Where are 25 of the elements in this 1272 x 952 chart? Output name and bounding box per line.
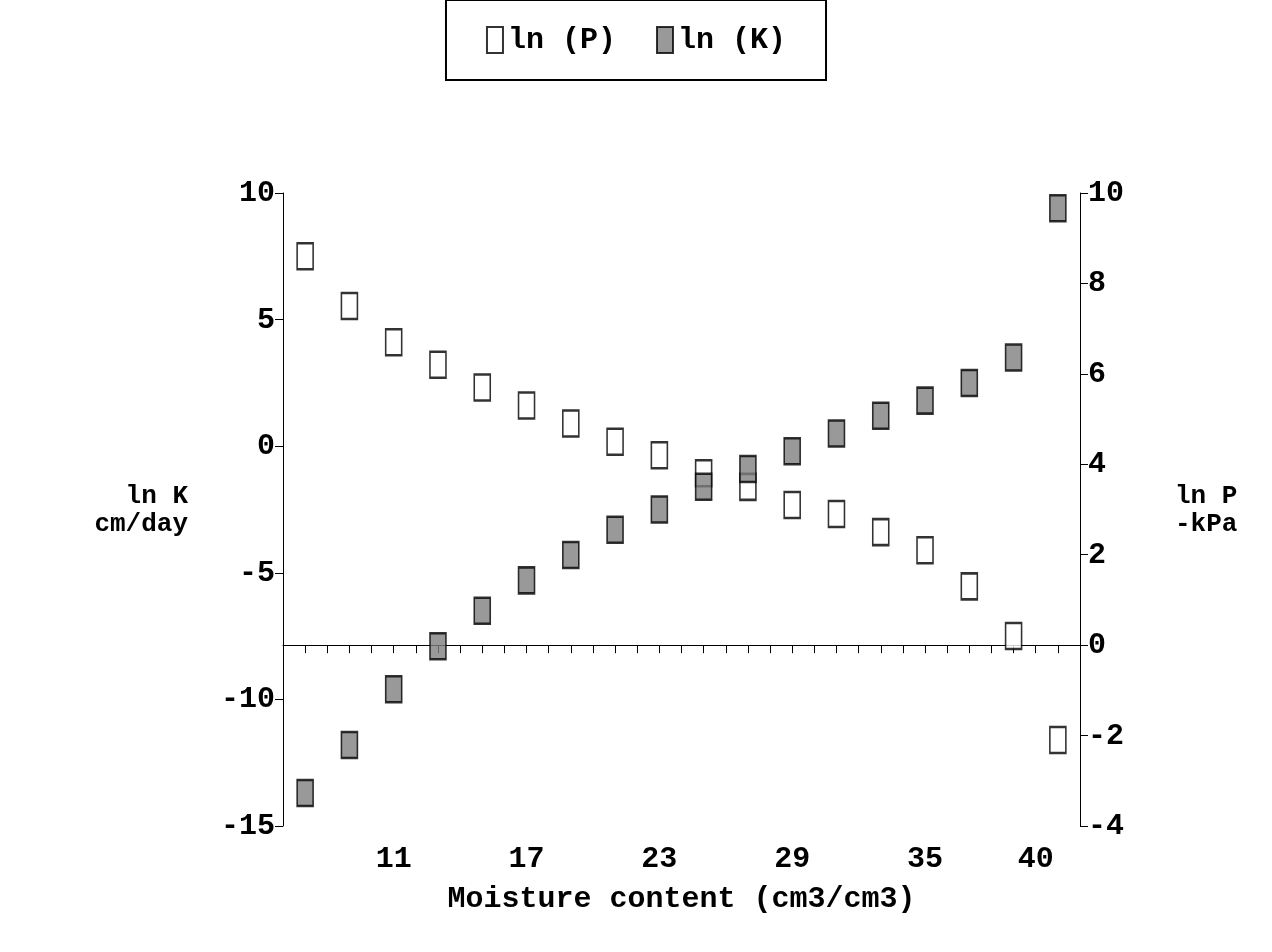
x-tick-label: 23 bbox=[641, 842, 678, 876]
x-tick-label: 40 bbox=[1017, 842, 1054, 876]
legend-label: ln (P) bbox=[507, 23, 617, 57]
y2-tick-label: 4 bbox=[1088, 447, 1107, 482]
y-tick-label: -10 bbox=[220, 682, 275, 717]
y2-tick-label: -2 bbox=[1088, 718, 1125, 753]
y2-tick-label: 0 bbox=[1088, 628, 1107, 663]
y2-tick-label: 6 bbox=[1088, 356, 1107, 391]
x-tick-label: 17 bbox=[508, 842, 545, 876]
x-tick-label: 11 bbox=[375, 842, 412, 876]
x-tick-label: 35 bbox=[907, 842, 944, 876]
y-tick-label: 5 bbox=[256, 302, 275, 337]
y-tick-label: 0 bbox=[256, 429, 275, 464]
y2-axis-title: ln P -kPa bbox=[1175, 480, 1238, 539]
y2-tick-label: -4 bbox=[1088, 809, 1125, 843]
x-tick-label: 29 bbox=[774, 842, 811, 876]
y-tick-label: -5 bbox=[238, 555, 275, 590]
legend-label: ln (K) bbox=[678, 23, 787, 57]
y-tick-label: 10 bbox=[238, 176, 275, 210]
y2-tick-label: 2 bbox=[1088, 537, 1107, 572]
y-axis-title: ln K cm/day bbox=[94, 480, 189, 539]
y2-tick-label: 10 bbox=[1088, 176, 1125, 210]
y-tick-label: -15 bbox=[220, 809, 275, 843]
y2-tick-label: 8 bbox=[1088, 266, 1107, 301]
x-axis-title: Moisture content (cm3/cm3) bbox=[447, 882, 916, 916]
